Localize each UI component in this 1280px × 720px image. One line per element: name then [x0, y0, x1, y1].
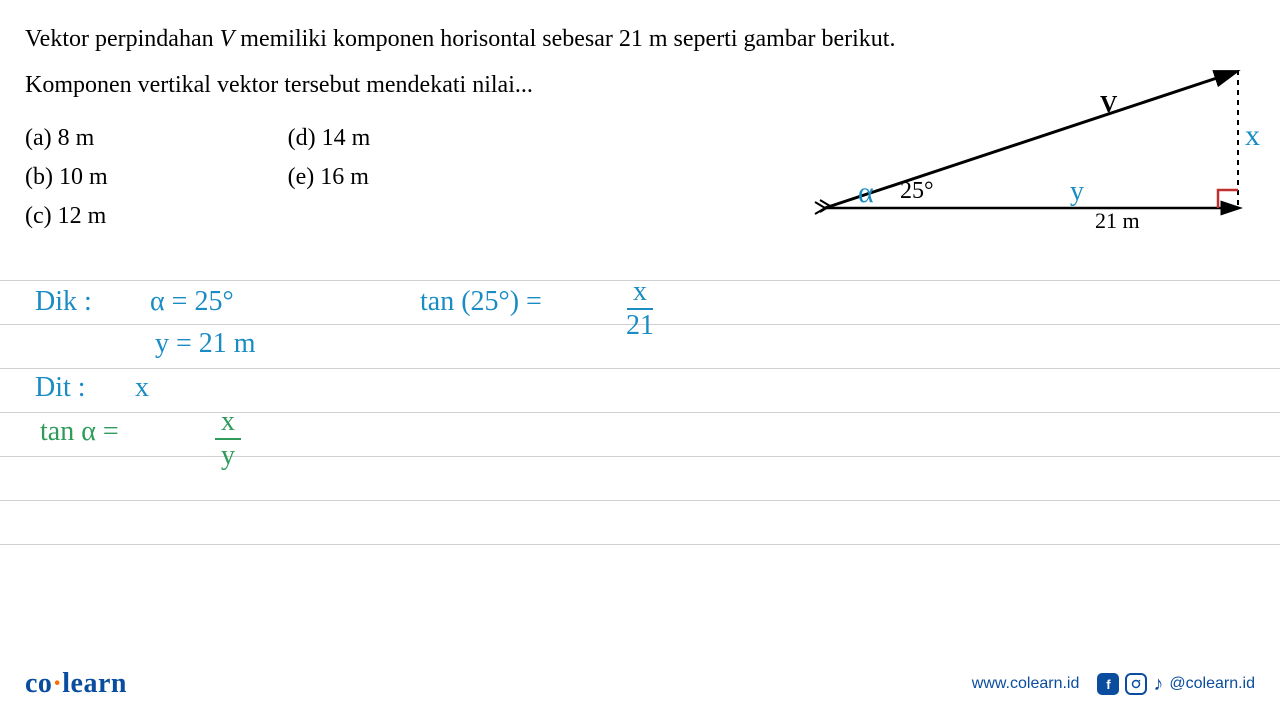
tan-25: tan (25°) = — [420, 286, 542, 318]
y-label: y — [1070, 176, 1084, 207]
angle-label: 25° — [900, 178, 934, 204]
frac-num: x — [627, 276, 653, 310]
social-links: f ♪ @colearn.id — [1097, 673, 1255, 696]
option-a: (a) 8 m — [25, 125, 108, 152]
instagram-icon — [1125, 673, 1147, 695]
fraction-x21: x 21 — [620, 276, 660, 342]
dik-label: Dik : — [35, 286, 92, 318]
frac-den: y — [215, 440, 241, 472]
footer-right: www.colearn.id f ♪ @colearn.id — [972, 673, 1255, 696]
base-label: 21 m — [1095, 208, 1140, 230]
tiktok-icon: ♪ — [1153, 673, 1163, 696]
question-text: Vektor perpindahan — [25, 26, 220, 52]
footer-url: www.colearn.id — [972, 675, 1080, 693]
dit-label: Dit : — [35, 372, 86, 404]
x-label: x — [1245, 119, 1260, 152]
dit-value: x — [135, 372, 149, 404]
options: (a) 8 m (b) 10 m (c) 12 m (d) 14 m (e) 1… — [25, 125, 370, 230]
frac-den: 21 — [620, 310, 660, 342]
footer: co·learn www.colearn.id f ♪ @colearn.id — [0, 668, 1280, 700]
logo-dot: · — [52, 668, 62, 699]
fraction-xy: x y — [215, 406, 241, 472]
question-line1: Vektor perpindahan V memiliki komponen h… — [25, 20, 1255, 58]
tan-alpha: tan α = — [40, 416, 119, 448]
logo-learn: learn — [62, 668, 127, 699]
logo-co: co — [25, 668, 52, 699]
facebook-icon: f — [1097, 673, 1119, 695]
rule-line — [0, 456, 1280, 457]
handwriting-area: Dik : α = 25° y = 21 m Dit : x tan α = x… — [0, 280, 1280, 620]
option-b: (b) 10 m — [25, 164, 108, 191]
social-handle: @colearn.id — [1169, 675, 1255, 693]
rule-line — [0, 500, 1280, 501]
colearn-logo: co·learn — [25, 668, 127, 700]
alpha-label: α — [858, 176, 874, 209]
option-e: (e) 16 m — [288, 164, 371, 191]
question-text-post: memiliki komponen horisontal sebesar 21 … — [234, 26, 895, 52]
option-column-2: (d) 14 m (e) 16 m — [288, 125, 371, 230]
alpha-equation: α = 25° — [150, 286, 234, 318]
rule-line — [0, 368, 1280, 369]
frac-num: x — [215, 406, 241, 440]
triangle-diagram: 25° 21 m V α y x — [800, 60, 1260, 230]
rule-line — [0, 544, 1280, 545]
v-label: V — [1100, 92, 1118, 118]
option-column-1: (a) 8 m (b) 10 m (c) 12 m — [25, 125, 108, 230]
variable-v: V — [220, 26, 235, 52]
option-d: (d) 14 m — [288, 125, 371, 152]
y-equation: y = 21 m — [155, 328, 256, 360]
option-c: (c) 12 m — [25, 203, 108, 230]
rule-line — [0, 412, 1280, 413]
